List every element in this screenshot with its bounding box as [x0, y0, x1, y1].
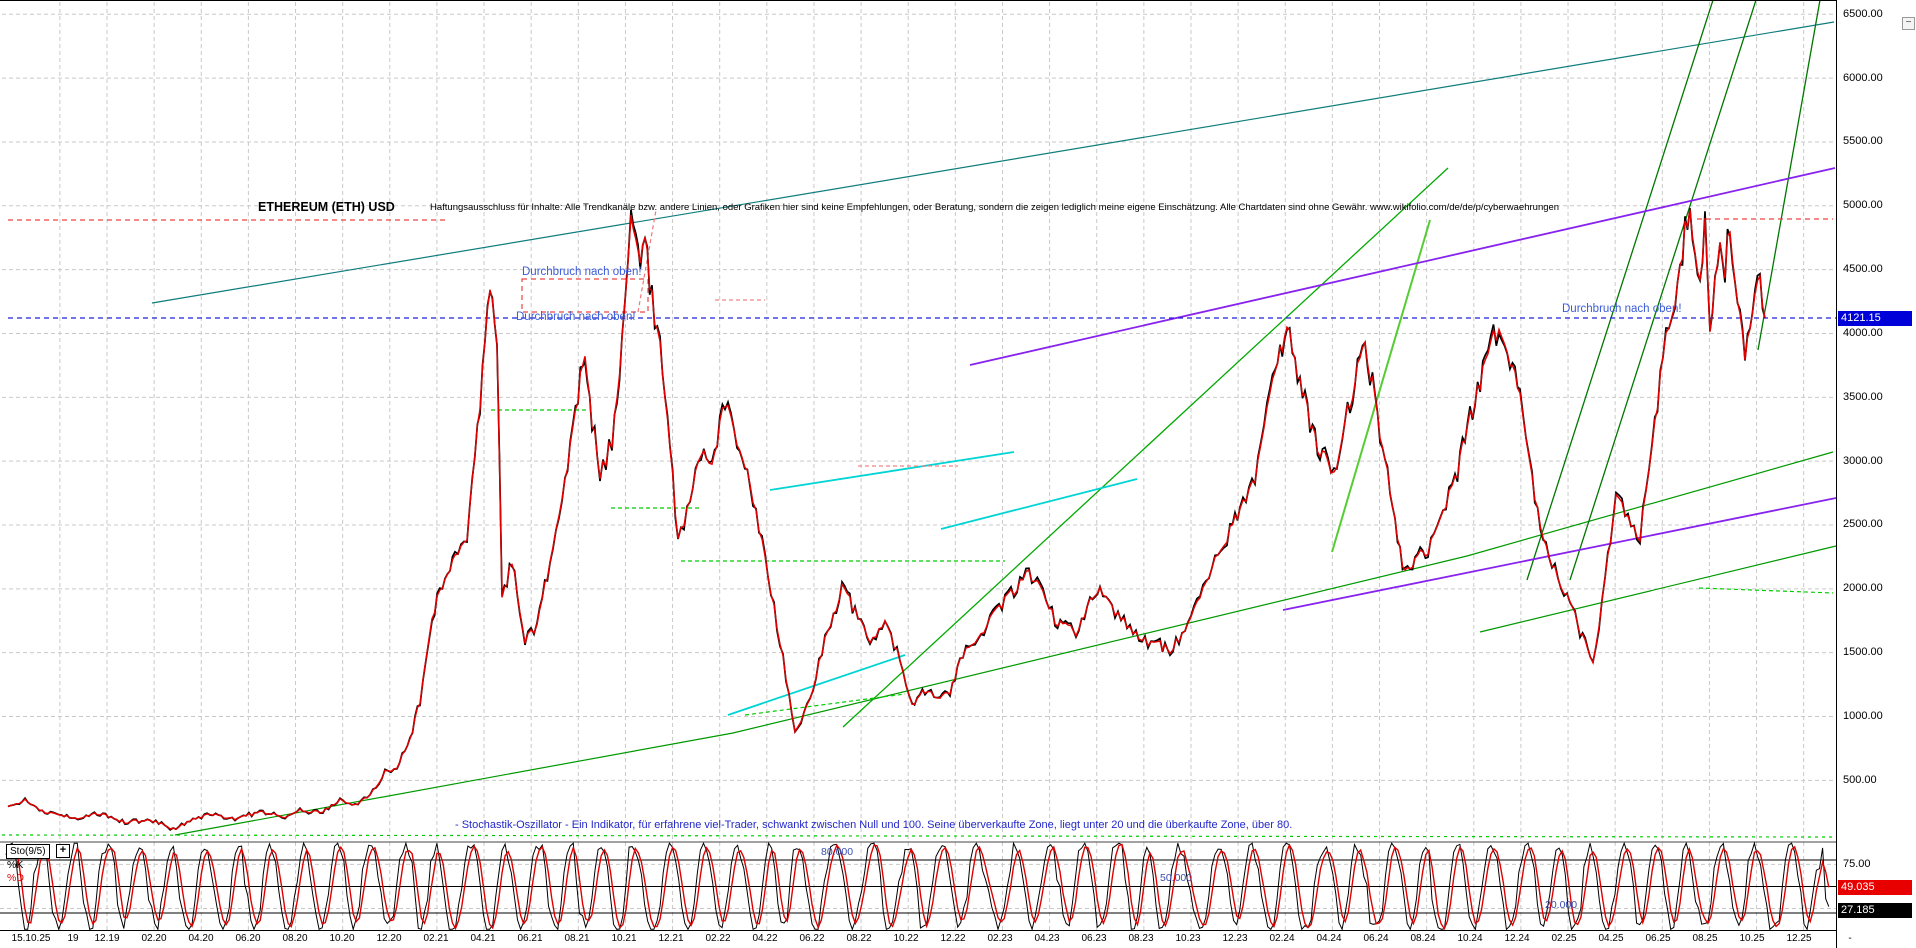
time-axis-label: 08.21: [564, 933, 590, 944]
breakout-annotation: Durchbruch nach oben!: [516, 311, 636, 323]
price-axis-label: 500.00: [1843, 773, 1877, 786]
time-axis-label: 10.25: [1739, 933, 1765, 944]
trendline-green-dash-right: [1698, 587, 1834, 594]
oscillator-level-label: 50.000: [1160, 872, 1193, 885]
time-axis-label: 04.23: [1034, 933, 1060, 944]
time-axis-label: 06.22: [799, 933, 825, 944]
time-axis-label: 02.23: [987, 933, 1013, 944]
time-axis-label: 12.21: [658, 933, 684, 944]
time-axis-label: 02.24: [1269, 933, 1295, 944]
stochastic-k-line: [5, 841, 1830, 932]
trendline-red-steep: [637, 209, 657, 313]
oscillator-expand-button[interactable]: +: [56, 844, 70, 858]
time-axis-label: 02.21: [423, 933, 449, 944]
time-axis-label: 10.21: [611, 933, 637, 944]
time-axis-label: 08.25: [1692, 933, 1718, 944]
trendline-darkgreen-ray-3: [1757, 0, 1821, 351]
time-axis-label: 06.25: [1645, 933, 1671, 944]
time-axis-label: 04.21: [470, 933, 496, 944]
price-axis-label: 6500.00: [1843, 7, 1883, 20]
trendline-cyan-1: [769, 451, 1015, 491]
trendline-teal-channel: [151, 21, 1835, 304]
time-axis-label: 04.24: [1316, 933, 1342, 944]
time-axis-label: 12.22: [940, 933, 966, 944]
trendline-darkgreen-ray-2: [1569, 0, 1757, 581]
time-axis-label: 02.20: [141, 933, 167, 944]
time-axis-label: 04.20: [188, 933, 214, 944]
price-axis-label: 2500.00: [1843, 518, 1883, 531]
time-axis-label: 12.19: [94, 933, 120, 944]
stochastic-d-line: [5, 843, 1830, 931]
time-axis-label: 06.21: [517, 933, 543, 944]
trendline-cyan-3: [727, 654, 906, 716]
current-price-tag: 4121.15: [1838, 310, 1912, 326]
time-axis-label: 02.22: [705, 933, 731, 944]
time-axis-label: 10.20: [329, 933, 355, 944]
page-title: ETHEREUM (ETH) USD: [258, 200, 395, 214]
oscillator-name-box: Sto(9/5): [6, 844, 50, 859]
time-axis-label: 06.20: [235, 933, 261, 944]
price-axis-label: 3000.00: [1843, 454, 1883, 467]
time-axis-label: 02.25: [1551, 933, 1577, 944]
time-axis-label: 08.23: [1128, 933, 1154, 944]
time-axis-label: 10.22: [893, 933, 919, 944]
disclaimer-text: Haftungsausschluss für Inhalte: Alle Tre…: [430, 202, 1560, 213]
trendline-purple-upper: [969, 167, 1836, 366]
breakout-annotation: Durchbruch nach oben!: [522, 266, 642, 278]
price-axis-label: 2000.00: [1843, 582, 1883, 595]
trendline-cyan-2: [940, 478, 1138, 530]
trendline-long-green-support: [174, 451, 1834, 836]
breakout-box: [521, 278, 649, 313]
time-axis-label: 08.20: [282, 933, 308, 944]
price-axis-label: 4000.00: [1843, 326, 1883, 339]
price-axis-label: 4500.00: [1843, 263, 1883, 276]
oscillator-level-label: 20.000: [1545, 898, 1578, 911]
k-series-label: %K: [7, 859, 24, 871]
breakout-annotation: Durchbruch nach oben!: [1562, 303, 1682, 315]
time-axis-label: 15.10.25: [11, 933, 51, 944]
price-series-wicks: [7, 208, 1766, 831]
time-axis-label: 12.24: [1504, 933, 1530, 944]
d-series-label: %D: [7, 872, 24, 884]
trendline-green-dash-4: [744, 693, 906, 716]
price-axis-label: 1500.00: [1843, 646, 1883, 659]
trendline-lime-steep: [1331, 219, 1431, 553]
oscillator-axis-label: 75.00: [1843, 857, 1871, 870]
time-axis-label: 12.25: [1786, 933, 1812, 944]
price-axis-label: 3500.00: [1843, 390, 1883, 403]
trendline-green-dash-bottom: [1, 834, 1834, 838]
price-axis-label: 1000.00: [1843, 710, 1883, 722]
trendline-green-steep-mid: [842, 167, 1449, 728]
time-axis-label: 04.22: [752, 933, 778, 944]
oscillator-d-value-tag: 49.035: [1838, 880, 1912, 896]
price-axis-label: 5500.00: [1843, 135, 1883, 148]
time-axis-label: 08.24: [1410, 933, 1436, 944]
time-axis-label: 04.25: [1598, 933, 1624, 944]
trendline-darkgreen-ray-1: [1526, 0, 1714, 581]
time-axis-label: 12.20: [376, 933, 402, 944]
oscillator-level-label: 80.000: [821, 845, 854, 858]
trendline-purple-lower: [1282, 497, 1837, 611]
time-axis-label: 08.22: [846, 933, 872, 944]
oscillator-k-value-tag: 27.185: [1838, 902, 1912, 918]
time-axis-label: 10.23: [1175, 933, 1201, 944]
trendline-green-support-right: [1479, 545, 1837, 633]
price-series: [7, 209, 1766, 831]
stochastic-note: - Stochastik-Oszillator - Ein Indikator,…: [455, 819, 1293, 831]
collapse-button[interactable]: −: [1902, 17, 1915, 30]
time-axis-label: 10.24: [1457, 933, 1483, 944]
time-axis-label: -: [1848, 933, 1852, 944]
time-axis-label: 12.23: [1222, 933, 1248, 944]
price-axis-label: 5000.00: [1843, 199, 1883, 212]
time-axis-label: 19: [67, 933, 79, 944]
price-axis-label: 6000.00: [1843, 71, 1883, 84]
time-axis-label: 06.24: [1363, 933, 1389, 944]
time-axis-label: 06.23: [1081, 933, 1107, 944]
